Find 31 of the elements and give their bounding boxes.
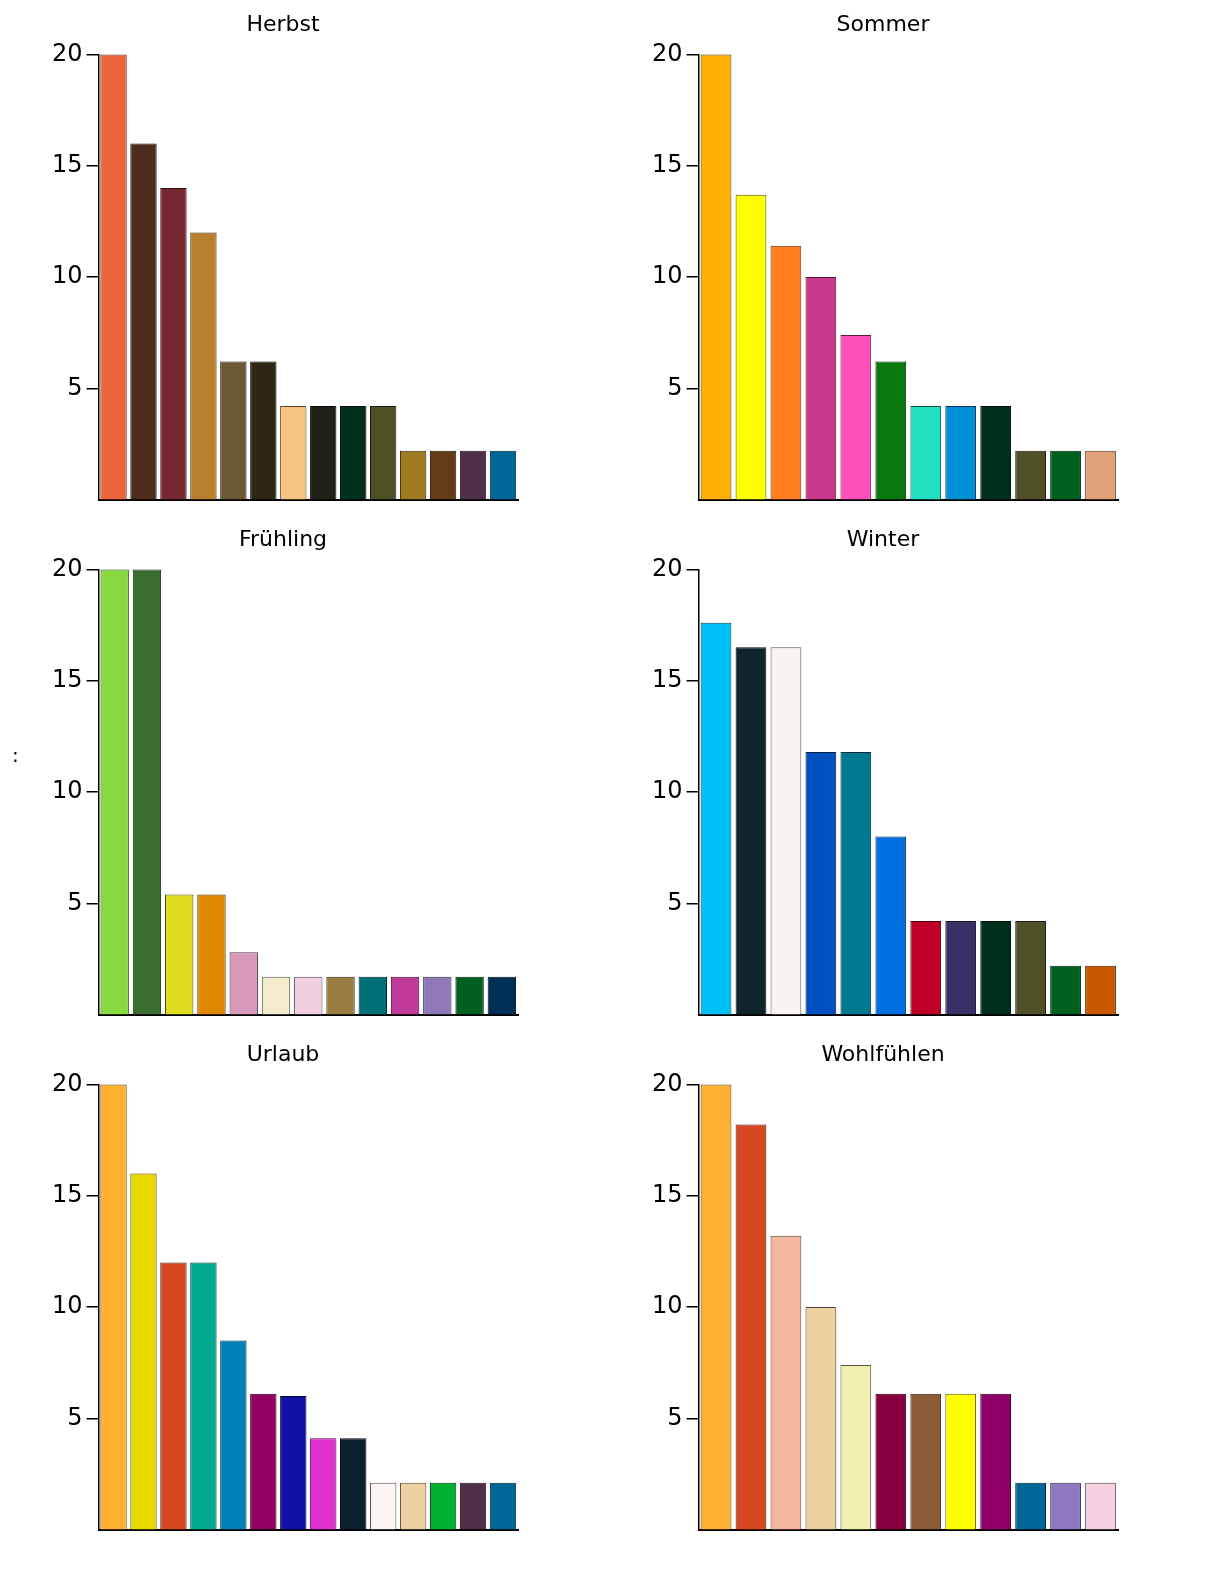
- y-tick-label: 10: [651, 261, 683, 290]
- y-tick-label: 20: [51, 553, 83, 582]
- chart-title: Winter: [846, 525, 921, 551]
- y-tick-label: 20: [651, 1068, 683, 1097]
- y-tick-label: 10: [651, 776, 683, 805]
- y-tick-label: 20: [51, 38, 83, 67]
- y-tick-label: 5: [667, 372, 683, 401]
- chart-title: Frühling: [238, 525, 328, 551]
- y-tick-label: 15: [51, 1179, 83, 1208]
- y-tick-label: 20: [51, 1068, 83, 1097]
- chart-title: Herbst: [246, 10, 320, 36]
- y-tick-label: 10: [651, 1291, 683, 1320]
- chart-title: Urlaub: [246, 1040, 320, 1066]
- y-tick-label: 15: [651, 1179, 683, 1208]
- y-tick-label: 5: [667, 887, 683, 916]
- chart-title: Wohlfühlen: [821, 1040, 945, 1066]
- y-tick-label: 20: [651, 553, 683, 582]
- y-tick-label: 10: [51, 261, 83, 290]
- y-tick-label: 15: [51, 664, 83, 693]
- y-tick-label: 15: [651, 664, 683, 693]
- y-tick-label: 5: [67, 1402, 83, 1431]
- y-tick-label: 5: [67, 372, 83, 401]
- y-tick-label: 20: [651, 38, 683, 67]
- y-tick-label: 15: [51, 149, 83, 178]
- y-tick-label: 5: [67, 887, 83, 916]
- y-tick-label: 10: [51, 776, 83, 805]
- chart-title: Sommer: [836, 10, 931, 36]
- y-tick-label: 10: [51, 1291, 83, 1320]
- y-tick-label: 15: [651, 149, 683, 178]
- y-tick-label: 5: [667, 1402, 683, 1431]
- text: :: [12, 742, 19, 767]
